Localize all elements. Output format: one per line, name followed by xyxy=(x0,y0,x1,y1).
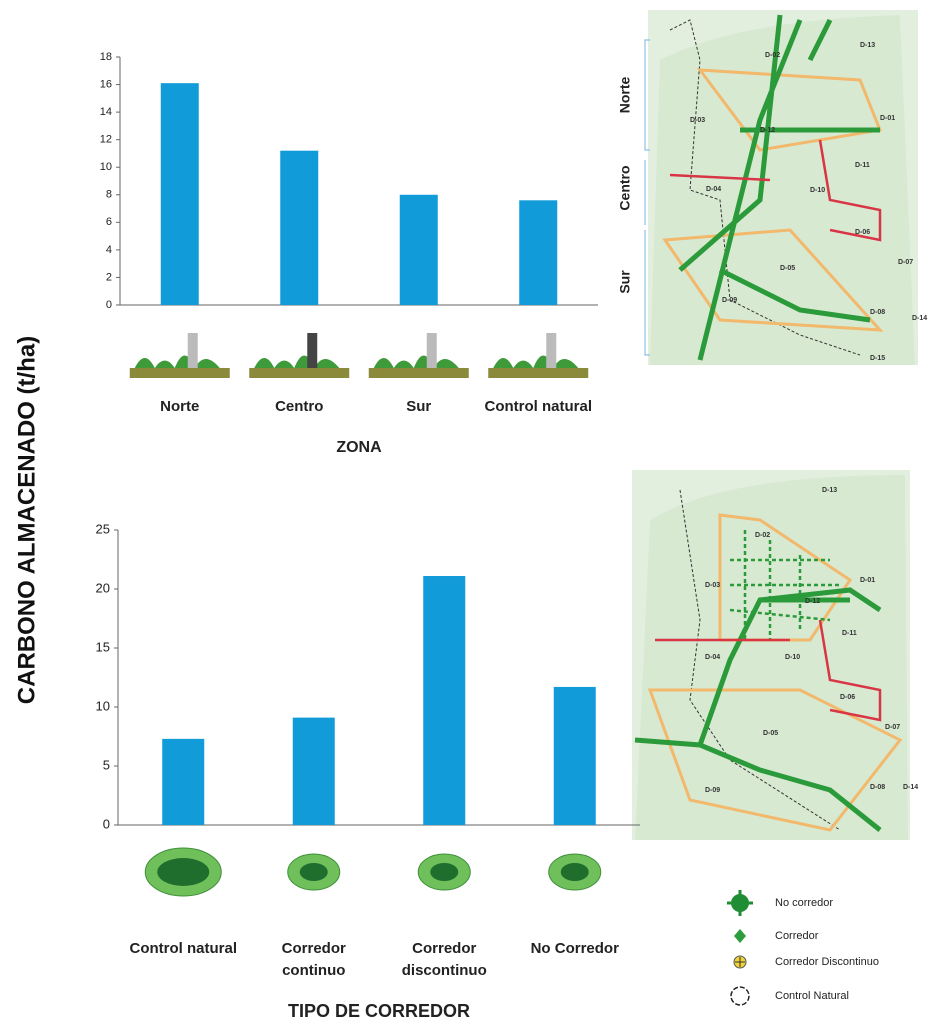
map-label: D-02 xyxy=(755,532,770,539)
illustration xyxy=(430,863,459,881)
x-tick-label: Control natural xyxy=(484,398,593,415)
map-label: D-07 xyxy=(898,259,913,266)
map-label: D-09 xyxy=(705,787,720,794)
y-tick-label: 25 xyxy=(96,521,110,536)
map-label: D-13 xyxy=(860,42,875,49)
map-label: D-14 xyxy=(912,315,927,322)
map-label: D-05 xyxy=(780,265,795,272)
x-tick-label: Centro xyxy=(275,398,324,415)
y-tick-label: 14 xyxy=(100,106,112,118)
zone-label: Norte xyxy=(617,77,633,114)
x-tick-label: Corredor continuo xyxy=(281,940,346,979)
illustration xyxy=(129,368,230,378)
map-label: D-07 xyxy=(885,724,900,731)
y-tick-label: 18 xyxy=(100,51,112,63)
legend-symbols xyxy=(727,890,753,1006)
y-tick-label: 12 xyxy=(100,134,112,146)
map-label: D-12 xyxy=(760,127,775,134)
illustration xyxy=(488,368,589,378)
map-label: D-08 xyxy=(870,309,885,316)
x-tick-label: Norte xyxy=(160,398,200,415)
x-tick-label: Corredor discontinuo xyxy=(401,940,487,979)
bar xyxy=(292,717,335,825)
y-tick-label: 6 xyxy=(106,216,112,228)
map-label: D-06 xyxy=(840,694,855,701)
map-label: D-14 xyxy=(903,784,918,791)
illustration xyxy=(368,368,469,378)
legend-label: Corredor xyxy=(775,930,819,942)
map-label: D-13 xyxy=(822,487,837,494)
x-axis-label: ZONA xyxy=(336,439,382,456)
y-tick-label: 5 xyxy=(103,757,110,772)
y-tick-label: 15 xyxy=(96,639,110,654)
x-tick-label: No Corredor xyxy=(530,940,619,957)
illustration xyxy=(560,863,589,881)
zone-label: Centro xyxy=(617,165,633,210)
illustration xyxy=(187,333,198,368)
y-tick-label: 0 xyxy=(106,299,112,311)
map-label: D-01 xyxy=(860,577,875,584)
map xyxy=(632,470,910,840)
illustration xyxy=(299,863,328,881)
map-label: D-05 xyxy=(763,730,778,737)
y-tick-label: 0 xyxy=(103,816,110,831)
bar xyxy=(519,200,558,305)
map-label: D-11 xyxy=(855,162,870,169)
illustration xyxy=(134,355,220,368)
illustration xyxy=(493,355,579,368)
y-tick-label: 4 xyxy=(106,244,112,256)
illustration xyxy=(254,355,340,368)
map xyxy=(644,10,918,365)
map-label: D-06 xyxy=(855,229,870,236)
map-label: D-03 xyxy=(705,582,720,589)
bar xyxy=(162,738,205,825)
illustration xyxy=(307,333,318,368)
illustration xyxy=(249,368,350,378)
map-label: D-12 xyxy=(805,598,820,605)
y-tick-label: 10 xyxy=(96,698,110,713)
map-label: D-08 xyxy=(870,784,885,791)
y-tick-label: 2 xyxy=(106,271,112,283)
y-tick-label: 16 xyxy=(100,78,112,90)
legend-label: No corredor xyxy=(775,897,833,909)
map-label: D-02 xyxy=(765,52,780,59)
bar xyxy=(553,686,596,825)
x-tick-label: Sur xyxy=(406,398,432,415)
y-tick-label: 20 xyxy=(96,580,110,595)
x-axis-label: TIPO DE CORREDOR xyxy=(288,1001,470,1021)
legend-label: Corredor Discontinuo xyxy=(775,956,879,968)
bar xyxy=(423,576,466,825)
illustration xyxy=(373,355,459,368)
zone-label: Sur xyxy=(617,270,633,294)
bar xyxy=(280,150,319,305)
map-label: D-10 xyxy=(810,187,825,194)
y-tick-label: 10 xyxy=(100,161,112,173)
illustration xyxy=(426,333,437,368)
y-axis-label: CARBONO ALMACENADO (t/ha) xyxy=(13,336,40,704)
map-label: D-11 xyxy=(842,630,857,637)
illustration xyxy=(157,858,210,886)
bar xyxy=(160,83,199,305)
illustration xyxy=(546,333,557,368)
map-label: D-09 xyxy=(722,297,737,304)
map-label: D-01 xyxy=(880,115,895,122)
map-label: D-03 xyxy=(690,117,705,124)
map-label: D-04 xyxy=(705,654,720,661)
x-tick-label: Control natural xyxy=(129,940,238,957)
legend-label: Control Natural xyxy=(775,990,849,1002)
map-label: D-10 xyxy=(785,654,800,661)
y-tick-label: 8 xyxy=(106,189,112,201)
map-label: D-15 xyxy=(870,355,885,362)
bar xyxy=(399,194,438,305)
map-label: D-04 xyxy=(706,186,721,193)
